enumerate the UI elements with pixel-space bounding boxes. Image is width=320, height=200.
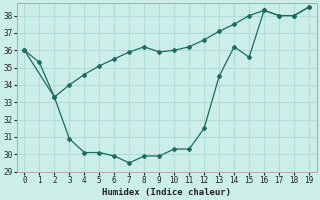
- X-axis label: Humidex (Indice chaleur): Humidex (Indice chaleur): [102, 188, 231, 197]
